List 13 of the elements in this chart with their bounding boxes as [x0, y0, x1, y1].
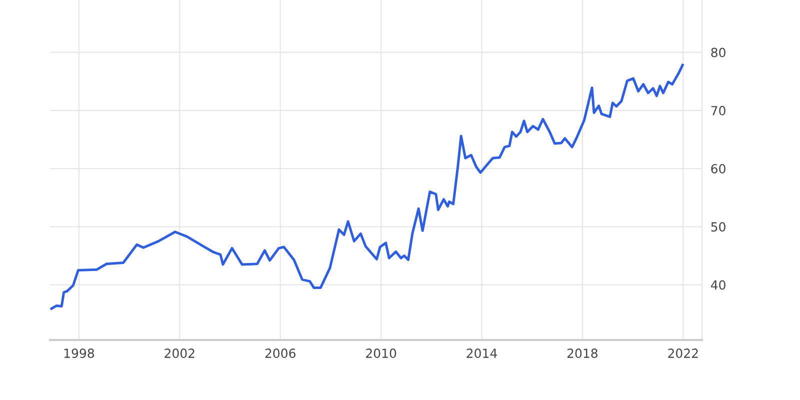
- y-tick-label: 80: [711, 48, 726, 58]
- y-tick-label: 40: [710, 280, 726, 290]
- x-tick-label: 1998: [64, 348, 94, 358]
- x-tick-label: 2014: [466, 348, 497, 358]
- y-tick-label: 70: [711, 106, 726, 116]
- x-tick-label: 2002: [164, 348, 194, 358]
- y-tick-label: 60: [711, 164, 726, 174]
- y-tick-label: 50: [711, 222, 726, 232]
- line-series: [50, 64, 684, 310]
- x-tick-label: 2010: [366, 348, 396, 358]
- x-tick-label: 2022: [668, 348, 698, 358]
- x-tick-label: 2006: [265, 348, 296, 358]
- x-tick-label: 2018: [567, 348, 598, 358]
